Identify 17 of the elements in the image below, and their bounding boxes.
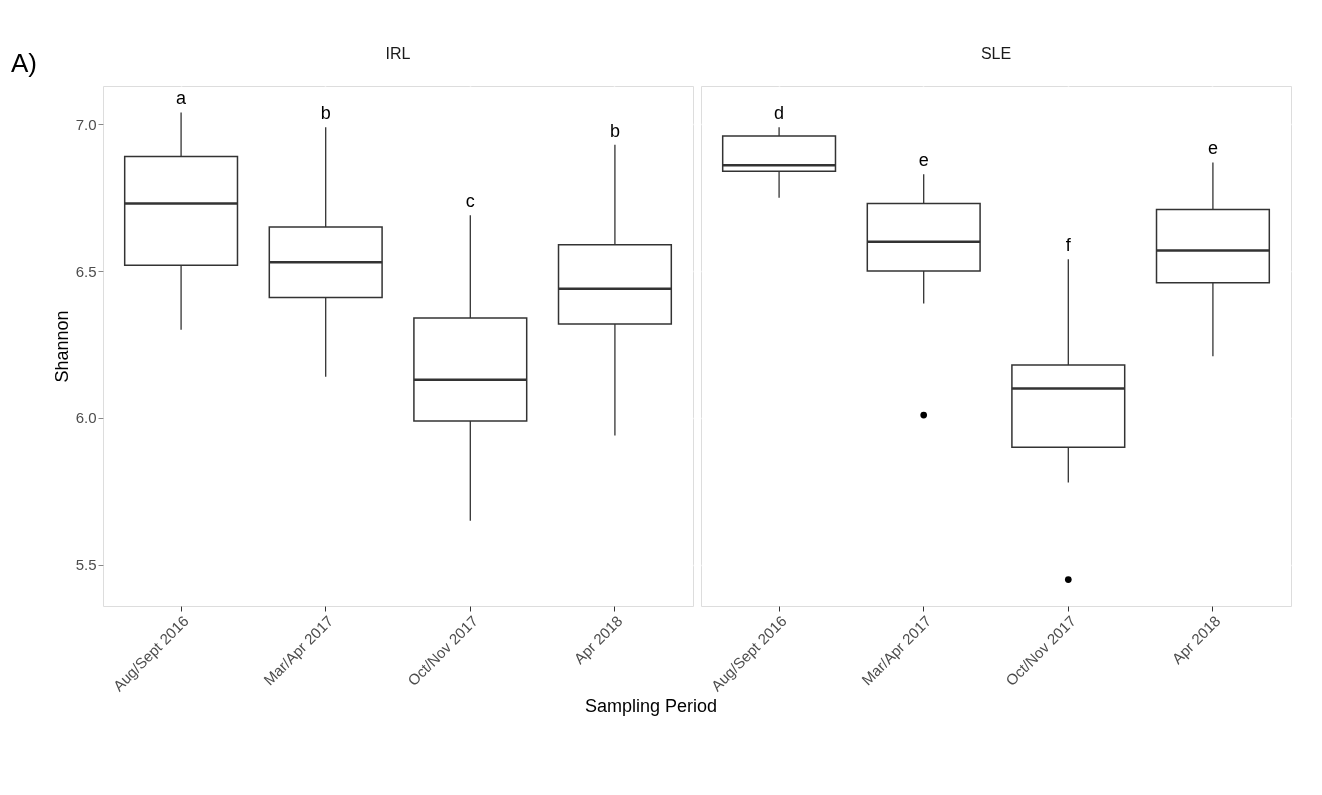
y-tick-label: 6.0: [75, 409, 97, 427]
y-tick-label: 7.0: [75, 115, 97, 133]
x-axis-title: Sampling Period: [584, 696, 718, 717]
annotation: e: [918, 150, 929, 171]
annotation: e: [1207, 138, 1218, 159]
annotation: f: [1065, 235, 1072, 256]
annotation: d: [774, 103, 785, 124]
chart-title: IRL: [385, 45, 411, 62]
annotation: b: [609, 120, 620, 141]
annotation: a: [176, 88, 188, 109]
annotation: b: [320, 103, 331, 124]
chart-title: SLE: [980, 45, 1012, 62]
y-tick-label: 6.5: [75, 262, 97, 280]
y-tick-label: 5.5: [75, 556, 97, 574]
text: A): [11, 48, 37, 78]
y-axis-title: Shannon: [51, 310, 72, 383]
annotation: c: [465, 191, 475, 212]
